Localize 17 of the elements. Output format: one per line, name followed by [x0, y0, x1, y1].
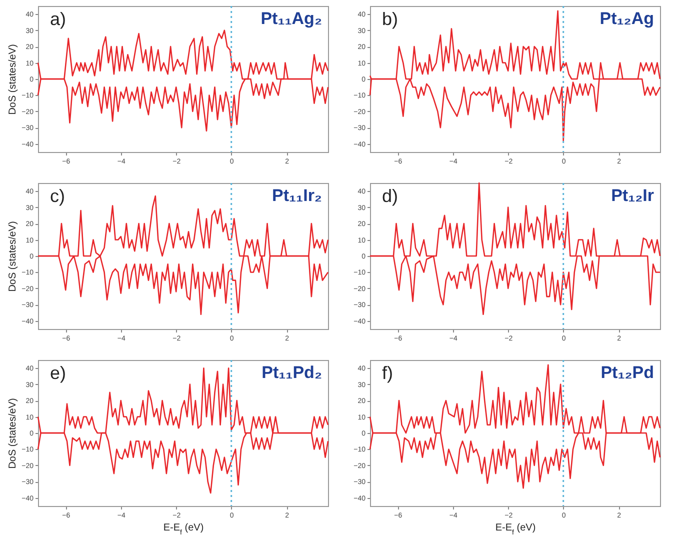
y-axis-title: DoS (states/eV)	[8, 221, 19, 292]
annotation: e)	[50, 363, 66, 383]
annotation: a)	[50, 9, 66, 29]
annotation: c)	[50, 186, 65, 206]
annotation: Pt₁₁Pd₂	[262, 363, 322, 382]
x-axis-title: E-E$_{f}$ (eV)	[163, 522, 204, 536]
annotation: Pt₁₂Ir	[611, 186, 654, 205]
annotation: Pt₁₂Ag	[600, 9, 654, 28]
annotation: Pt₁₁Ag₂	[260, 9, 322, 28]
annotation: Pt₁₂Pd	[600, 363, 654, 382]
annotation: f)	[382, 363, 393, 383]
annotation: d)	[382, 186, 398, 206]
annotation: Pt₁₁Ir₂	[272, 186, 322, 205]
x-axis-title: E-E$_{f}$ (eV)	[495, 522, 536, 536]
y-axis-title: DoS (states/eV)	[8, 44, 19, 115]
annotation: b)	[382, 9, 398, 29]
y-axis-title: DoS (states/eV)	[8, 398, 19, 469]
